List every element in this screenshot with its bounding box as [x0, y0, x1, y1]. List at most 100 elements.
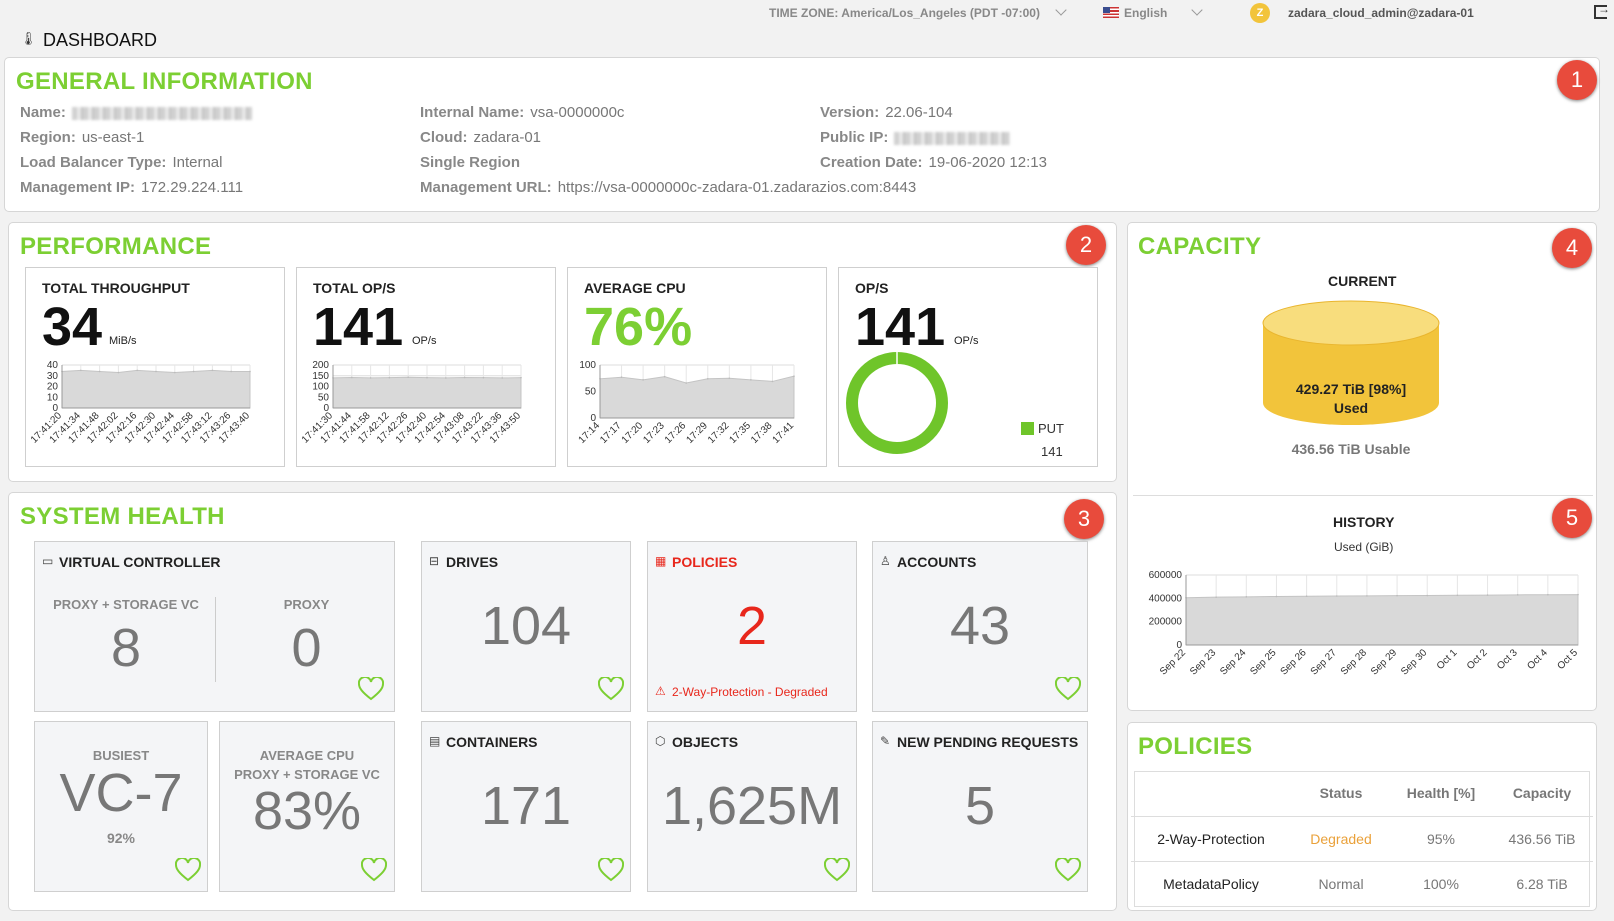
unit-label: OP/s	[954, 335, 979, 347]
data-point	[1547, 593, 1549, 596]
vc-count: 8	[110, 618, 142, 678]
language-selector[interactable]: English	[1124, 6, 1168, 20]
cube-icon: ⬡	[655, 734, 666, 748]
policy-capacity: 6.28 TiB	[1491, 860, 1593, 906]
data-point	[211, 369, 214, 372]
sub-label: PROXY + STORAGE VC	[234, 767, 380, 782]
section-title: PERFORMANCE	[20, 233, 212, 260]
performance-panel: PERFORMANCE 2 TOTAL THROUGHPUT 34 MiB/s …	[8, 222, 1117, 482]
containers-tile[interactable]: ▤ CONTAINERS 171	[421, 721, 631, 892]
chevron-down-icon[interactable]	[1055, 4, 1067, 16]
step-badge: 3	[1064, 499, 1104, 539]
ops-value: 141	[313, 297, 404, 357]
objects-tile[interactable]: ⬡ OBJECTS 1,625M	[647, 721, 857, 892]
policy-capacity: 436.56 TiB	[1491, 815, 1593, 861]
data-point	[1215, 596, 1217, 598]
thermometer-icon: 🌡	[20, 31, 37, 46]
y-tick-label: 600000	[1149, 570, 1183, 581]
y-tick-label: 0	[52, 403, 58, 414]
busiest-vc-tile[interactable]: BUSIEST VC-7 92%	[34, 721, 208, 892]
x-tick-label: Sep 23	[1188, 647, 1218, 677]
mgmt-url-link[interactable]: https://vsa-0000000c-zadara-01.zadarazio…	[557, 179, 917, 196]
data-area	[1185, 594, 1579, 646]
timezone-selector[interactable]: TIME ZONE: America/Los_Angeles (PDT -07:…	[769, 6, 1040, 20]
objects-count: 1,625M	[661, 776, 843, 836]
legend-swatch	[1021, 422, 1034, 435]
avg-cpu-tile[interactable]: AVERAGE CPU PROXY + STORAGE VC 83%	[219, 721, 395, 892]
data-point	[771, 380, 774, 383]
capacity-cylinder	[1262, 300, 1440, 425]
used-text: 429.27 TiB [98%]	[1295, 381, 1407, 397]
pending-requests-tile[interactable]: ✎ NEW PENDING REQUESTS 5	[872, 721, 1088, 892]
mgmt-ip-field: Management IP: 172.29.224.111	[20, 179, 244, 196]
data-point	[351, 376, 353, 379]
data-point	[1245, 596, 1248, 598]
region-field: Region: us-east-1	[20, 129, 145, 146]
data-area	[332, 376, 522, 409]
x-tick-label: Sep 24	[1218, 647, 1248, 677]
sub-label: AVERAGE CPU	[259, 748, 355, 763]
avatar[interactable]: Z	[1250, 3, 1270, 23]
accounts-tile[interactable]: ♙ ACCOUNTS 43	[872, 541, 1088, 712]
containers-count: 171	[480, 776, 572, 836]
edit-icon: ✎	[880, 734, 891, 748]
creation-date-field: Creation Date: 19-06-2020 12:13	[820, 154, 1047, 171]
drives-tile[interactable]: ⊟ DRIVES 104	[421, 541, 631, 712]
column-header: Status	[1319, 784, 1363, 801]
data-point	[706, 377, 709, 380]
data-area	[599, 375, 795, 419]
monitor-icon: ▭	[42, 554, 54, 568]
data-point	[369, 377, 372, 379]
table-row[interactable]: 2-Way-Protection Degraded 95% 436.56 TiB	[1131, 815, 1593, 861]
x-tick-label: 17:23	[641, 420, 667, 446]
redacted-value	[71, 106, 252, 120]
y-tick-label: 200000	[1149, 617, 1183, 628]
policies-table: Status Health [%] Capacity 2-Way-Protect…	[1131, 770, 1593, 906]
heart-icon	[598, 858, 624, 882]
proxy-count: 0	[291, 618, 322, 678]
drives-count: 104	[480, 596, 572, 656]
policy-name[interactable]: MetadataPolicy	[1131, 860, 1291, 906]
logout-icon[interactable]	[1594, 2, 1610, 19]
divider	[1133, 495, 1593, 496]
internal-name-field: Internal Name: vsa-0000000c	[420, 104, 625, 121]
y-tick-label: 0	[323, 403, 329, 414]
x-tick-label: Sep 29	[1369, 647, 1399, 677]
usable-capacity: 436.56 TiB Usable	[1291, 441, 1411, 457]
policy-warning[interactable]: 2-Way-Protection - Degraded	[672, 685, 828, 699]
used-label: Used	[1333, 400, 1369, 416]
y-tick-label: 50	[585, 387, 597, 398]
x-tick-label: Oct 4	[1525, 647, 1550, 672]
policy-name[interactable]: 2-Way-Protection	[1131, 815, 1291, 861]
user-menu[interactable]: zadara_cloud_admin@zadara-01	[1288, 6, 1474, 20]
x-tick-label: 17:29	[684, 420, 710, 446]
policy-status: Degraded	[1291, 815, 1391, 861]
ops-donut-chart	[846, 351, 948, 454]
tile-title: VIRTUAL CONTROLLER	[59, 554, 221, 570]
data-point	[249, 370, 251, 373]
data-point	[750, 379, 752, 381]
warning-icon: ⚠	[655, 684, 666, 698]
x-tick-label: Oct 2	[1465, 647, 1490, 672]
virtual-controller-tile[interactable]: ▭ VIRTUAL CONTROLLER PROXY + STORAGE VC …	[34, 541, 395, 712]
tile-title: DRIVES	[446, 554, 499, 570]
chevron-down-icon[interactable]	[1191, 4, 1203, 16]
public-ip-field: Public IP:	[820, 129, 1011, 146]
sub-label: PROXY + STORAGE VC	[53, 597, 199, 612]
table-row[interactable]: MetadataPolicy Normal 100% 6.28 TiB	[1131, 860, 1593, 906]
y-tick-label: 150	[312, 371, 329, 382]
policy-health: 100%	[1391, 860, 1491, 906]
y-tick-label: 200	[312, 360, 329, 371]
data-point	[117, 371, 120, 374]
x-tick-label: Sep 27	[1309, 647, 1339, 677]
policy-status: Normal	[1291, 860, 1391, 906]
cpu-chart: 10050017:1417:1717:2017:2317:2617:2917:3…	[577, 360, 797, 446]
y-tick-label: 0	[590, 413, 596, 424]
data-point	[642, 379, 644, 381]
x-tick-label: 17:20	[620, 420, 646, 446]
busiest-pct: 92%	[106, 830, 136, 846]
policies-tile[interactable]: ▦ POLICIES 2 ⚠ 2-Way-Protection - Degrad…	[647, 541, 857, 712]
data-point	[728, 377, 731, 380]
card-title: OP/S	[855, 280, 889, 296]
